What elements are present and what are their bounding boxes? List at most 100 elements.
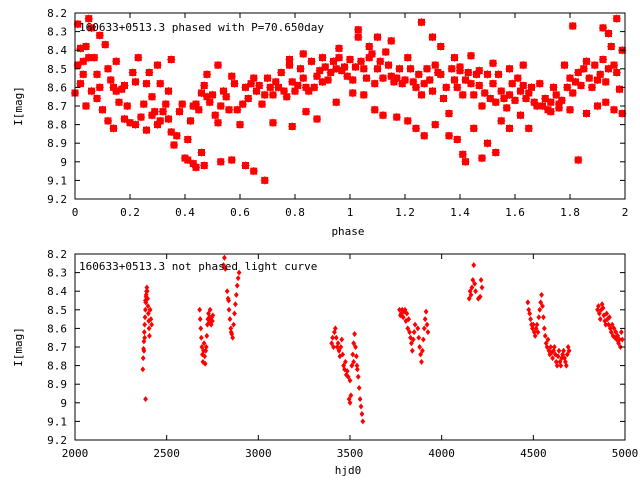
- phased-data-point: [447, 64, 456, 73]
- phased-y-tick-label: 8.3: [47, 26, 67, 39]
- unphased-data-point: [608, 329, 614, 336]
- phased-data-point: [445, 109, 453, 118]
- unphased-data-point: [407, 329, 412, 336]
- unphased-data-point: [335, 340, 341, 347]
- phased-data-point: [109, 124, 118, 133]
- phased-data-points: [71, 14, 627, 185]
- unphased-data-point: [142, 334, 148, 341]
- phased-data-point: [439, 94, 448, 103]
- phased-data-point: [370, 79, 379, 88]
- unphased-data-point: [350, 351, 356, 358]
- unphased-data-point: [230, 334, 236, 341]
- unphased-data-point: [473, 288, 478, 295]
- unphased-data-point: [541, 314, 546, 321]
- unphased-data-point: [140, 366, 146, 373]
- unphased-data-point: [197, 306, 203, 313]
- unphased-data-point: [235, 275, 241, 282]
- unphased-data-point: [345, 373, 351, 380]
- phased-y-tick-label: 9.1: [47, 174, 67, 187]
- unphased-data-point: [466, 295, 472, 302]
- phased-data-point: [139, 100, 148, 109]
- unphased-data-point: [141, 347, 147, 354]
- phased-data-point: [79, 70, 88, 79]
- phased-data-point: [409, 77, 418, 86]
- phased-data-point: [313, 115, 321, 124]
- phased-data-point: [112, 57, 121, 66]
- phased-y-axis-label: I[mag]: [12, 86, 25, 126]
- phased-data-point: [458, 150, 467, 159]
- unphased-data-point: [207, 306, 213, 313]
- unphased-data-point: [143, 306, 148, 313]
- phased-x-tick-label: 0.4: [175, 206, 195, 219]
- phased-data-point: [491, 98, 500, 107]
- phased-data-point: [483, 70, 492, 79]
- phased-data-point: [527, 83, 536, 92]
- unphased-data-point: [199, 344, 205, 350]
- phased-data-point: [203, 70, 211, 79]
- phased-data-point: [615, 85, 624, 94]
- phased-data-point: [170, 141, 178, 150]
- unphased-data-point: [409, 340, 414, 347]
- unphased-data-point: [208, 321, 214, 328]
- phased-data-point: [387, 36, 396, 45]
- phased-data-point: [483, 139, 492, 148]
- phased-data-point: [593, 102, 602, 110]
- phased-data-point: [428, 33, 437, 42]
- phased-data-point: [368, 49, 376, 58]
- phased-data-point: [379, 74, 387, 83]
- unphased-data-point: [534, 321, 540, 328]
- unphased-y-tick-label: 8.4: [47, 285, 67, 298]
- phased-data-point: [395, 64, 404, 73]
- phased-data-point: [346, 55, 354, 64]
- phased-data-point: [214, 118, 222, 127]
- phased-data-point: [120, 81, 129, 90]
- phased-data-point: [134, 53, 143, 62]
- unphased-data-point: [541, 325, 547, 332]
- phased-data-point: [145, 68, 154, 77]
- phased-x-tick-label: 1.6: [505, 206, 525, 219]
- phased-data-point: [335, 53, 343, 62]
- unphased-data-point: [420, 336, 426, 343]
- unphased-data-point: [550, 355, 555, 362]
- phased-data-point: [612, 14, 621, 23]
- unphased-data-point: [353, 344, 358, 350]
- phased-data-point: [142, 126, 151, 135]
- unphased-data-point: [469, 284, 475, 291]
- phased-data-point: [293, 81, 302, 90]
- phased-data-point: [159, 107, 167, 116]
- phased-light-curve-chart: 0 0.2 0.4 0.6 0.8 1 1.2 1.4 1.6 1.8 2 8.2 8.3 8.4 8.5 8…: [12, 7, 628, 238]
- unphased-data-point: [472, 280, 478, 287]
- phased-data-point: [340, 62, 349, 71]
- phased-data-point: [461, 157, 470, 166]
- phased-data-point: [244, 94, 253, 103]
- phased-data-point: [436, 42, 445, 51]
- phased-y-tick-label: 8.5: [47, 63, 67, 76]
- phased-data-point: [310, 83, 319, 92]
- unphased-data-point: [423, 308, 429, 315]
- unphased-chart-title: 160633+0513.3 not phased light curve: [79, 260, 317, 273]
- unphased-data-point: [209, 317, 215, 324]
- phased-x-tick-label: 1.4: [450, 206, 470, 219]
- unphased-data-point: [404, 310, 410, 317]
- unphased-data-point: [227, 316, 233, 323]
- phased-data-point: [475, 81, 484, 90]
- unphased-data-point: [331, 344, 336, 350]
- phased-data-point: [236, 120, 244, 129]
- phased-data-point: [607, 42, 616, 51]
- phased-data-point: [260, 176, 269, 185]
- phased-data-point: [431, 120, 440, 129]
- unphased-y-tick-label: 8.9: [47, 378, 67, 391]
- phased-data-point: [282, 92, 291, 101]
- phased-data-point: [348, 75, 357, 84]
- unphased-data-point: [532, 332, 538, 339]
- phased-x-axis-label: phase: [331, 225, 364, 238]
- phased-data-point: [502, 103, 511, 112]
- unphased-data-point: [332, 329, 337, 336]
- unphased-data-point: [356, 384, 362, 391]
- phased-data-point: [200, 161, 209, 170]
- unphased-data-point: [359, 410, 365, 417]
- phased-data-point: [425, 75, 434, 84]
- unphased-data-point: [564, 351, 570, 358]
- phased-data-point: [288, 122, 297, 131]
- unphased-data-point: [421, 325, 427, 332]
